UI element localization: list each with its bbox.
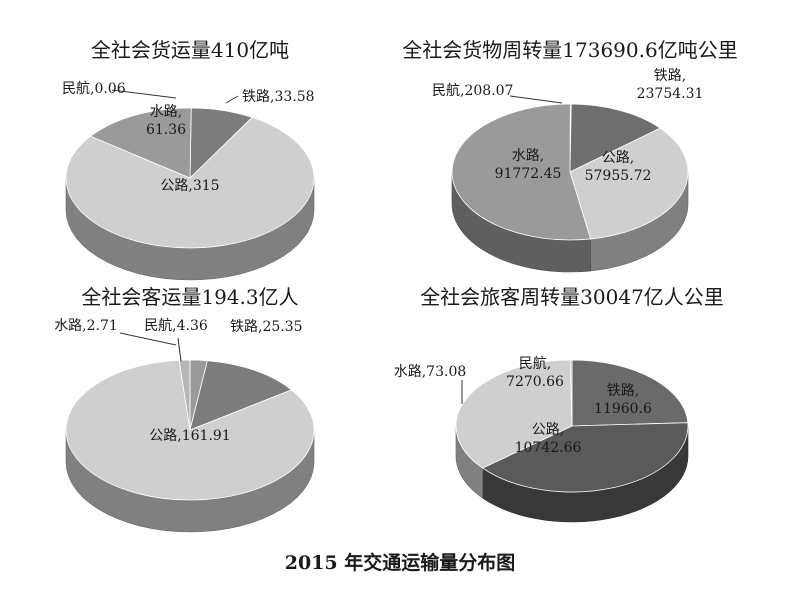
slice-label-铁路: 铁路, 11960.6 — [594, 383, 652, 417]
slice-label-铁路: 铁路,33.58 — [242, 89, 315, 105]
slice-label-铁路: 铁路, 23754.31 — [637, 68, 704, 102]
chart-title: 全社会货运量410亿吨 — [91, 38, 289, 62]
slice-label-水路: 水路, 91772.45 — [495, 148, 562, 182]
pie-slice-铁路 — [189, 360, 293, 431]
label-leader-line — [225, 95, 239, 104]
pie-slice-公路 — [569, 127, 689, 240]
chart-title: 全社会旅客周转量30047亿人公里 — [420, 285, 724, 309]
slice-label-水路: 水路,2.71 — [54, 318, 118, 334]
slice-label-公路: 公路,315 — [160, 178, 219, 194]
slice-label-公路: 公路, 10742.66 — [515, 422, 582, 456]
pie-slice-公路 — [65, 116, 315, 249]
pie-slice-民航 — [571, 359, 689, 427]
slice-label-水路: 水路,73.08 — [394, 364, 467, 380]
pie-slice-水路 — [89, 107, 192, 179]
label-leader-line — [111, 89, 177, 99]
slice-label-公路: 公路, 57955.72 — [585, 150, 652, 184]
label-leader-line — [509, 95, 563, 104]
figure-caption: 2015 年交通运输量分布图 — [284, 552, 516, 574]
pie-slice-铁路 — [569, 103, 661, 173]
pie-slice-公路 — [65, 359, 315, 501]
pie-slice-水路 — [178, 359, 191, 431]
pie-slice-水路 — [569, 359, 573, 427]
label-leader-line — [177, 337, 182, 362]
slice-label-铁路: 铁路,25.35 — [230, 319, 303, 335]
slice-label-公路: 公路,161.91 — [149, 428, 230, 444]
slice-label-水路: 水路, 61.36 — [146, 104, 186, 138]
pie-slice-水路 — [451, 103, 592, 241]
slice-label-民航: 民航,4.36 — [144, 318, 208, 334]
slice-label-民航: 民航,0.06 — [62, 81, 126, 97]
pie-slice-铁路 — [481, 422, 689, 493]
label-leader-line — [119, 332, 177, 346]
slice-label-民航: 民航, 7270.66 — [506, 356, 564, 390]
pie-slice-公路 — [455, 359, 573, 469]
chart-title: 全社会货物周转量173690.6亿吨公里 — [402, 38, 737, 62]
slice-label-民航: 民航,208.07 — [432, 83, 513, 99]
chart-title: 全社会客运量194.3亿人 — [81, 285, 298, 309]
